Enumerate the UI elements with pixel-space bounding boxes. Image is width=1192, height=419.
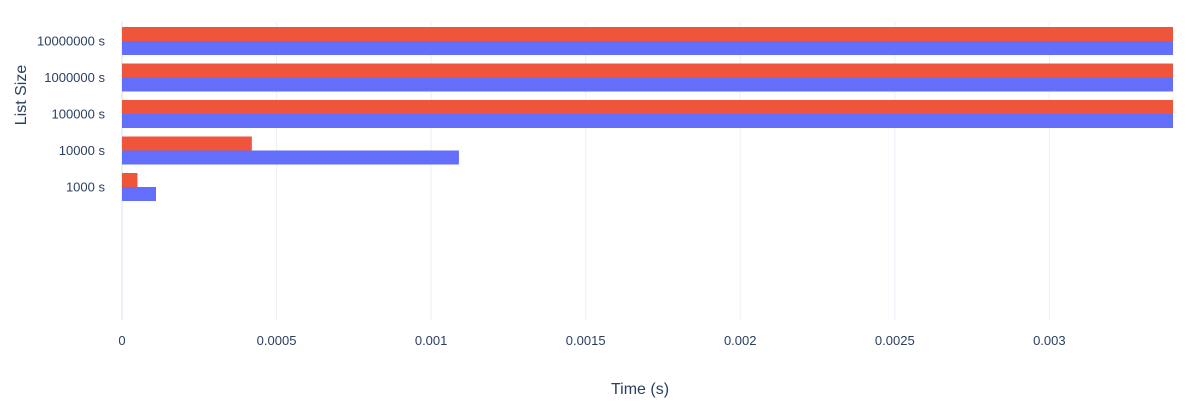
x-tick-label: 0.001 xyxy=(415,333,448,348)
x-axis-ticks: 0 0.0005 0.001 0.0015 0.002 0.0025 0.003 xyxy=(118,333,1065,348)
y-tick-label: 10000 s xyxy=(59,143,106,158)
y-axis-ticks: 1000 s 10000 s 100000 s 1000000 s 10000000 s xyxy=(37,34,105,195)
y-tick-label: 1000000 s xyxy=(44,70,105,85)
x-tick-label: 0.0025 xyxy=(875,333,915,348)
x-tick-label: 0.002 xyxy=(724,333,757,348)
x-tick-label: 0.0015 xyxy=(566,333,606,348)
y-tick-label: 1000 s xyxy=(66,180,106,195)
x-axis-title: Time (s) xyxy=(611,381,669,398)
y-tick-label: 100000 s xyxy=(52,107,106,122)
bars xyxy=(122,27,1173,201)
x-tick-label: 0.0005 xyxy=(257,333,297,348)
bar[interactable] xyxy=(122,150,459,165)
bar[interactable] xyxy=(122,27,1173,41)
bar[interactable] xyxy=(122,100,1173,114)
bar[interactable] xyxy=(122,136,252,151)
x-tick-label: 0.003 xyxy=(1033,333,1066,348)
x-tick-label: 0 xyxy=(118,333,125,348)
bar[interactable] xyxy=(122,114,1173,128)
y-tick-label: 10000000 s xyxy=(37,34,105,49)
y-axis-title: List Size xyxy=(13,65,30,126)
bar[interactable] xyxy=(122,63,1173,78)
bar[interactable] xyxy=(122,173,138,187)
bar[interactable] xyxy=(122,77,1173,92)
bar[interactable] xyxy=(122,41,1173,55)
bar[interactable] xyxy=(122,187,157,201)
